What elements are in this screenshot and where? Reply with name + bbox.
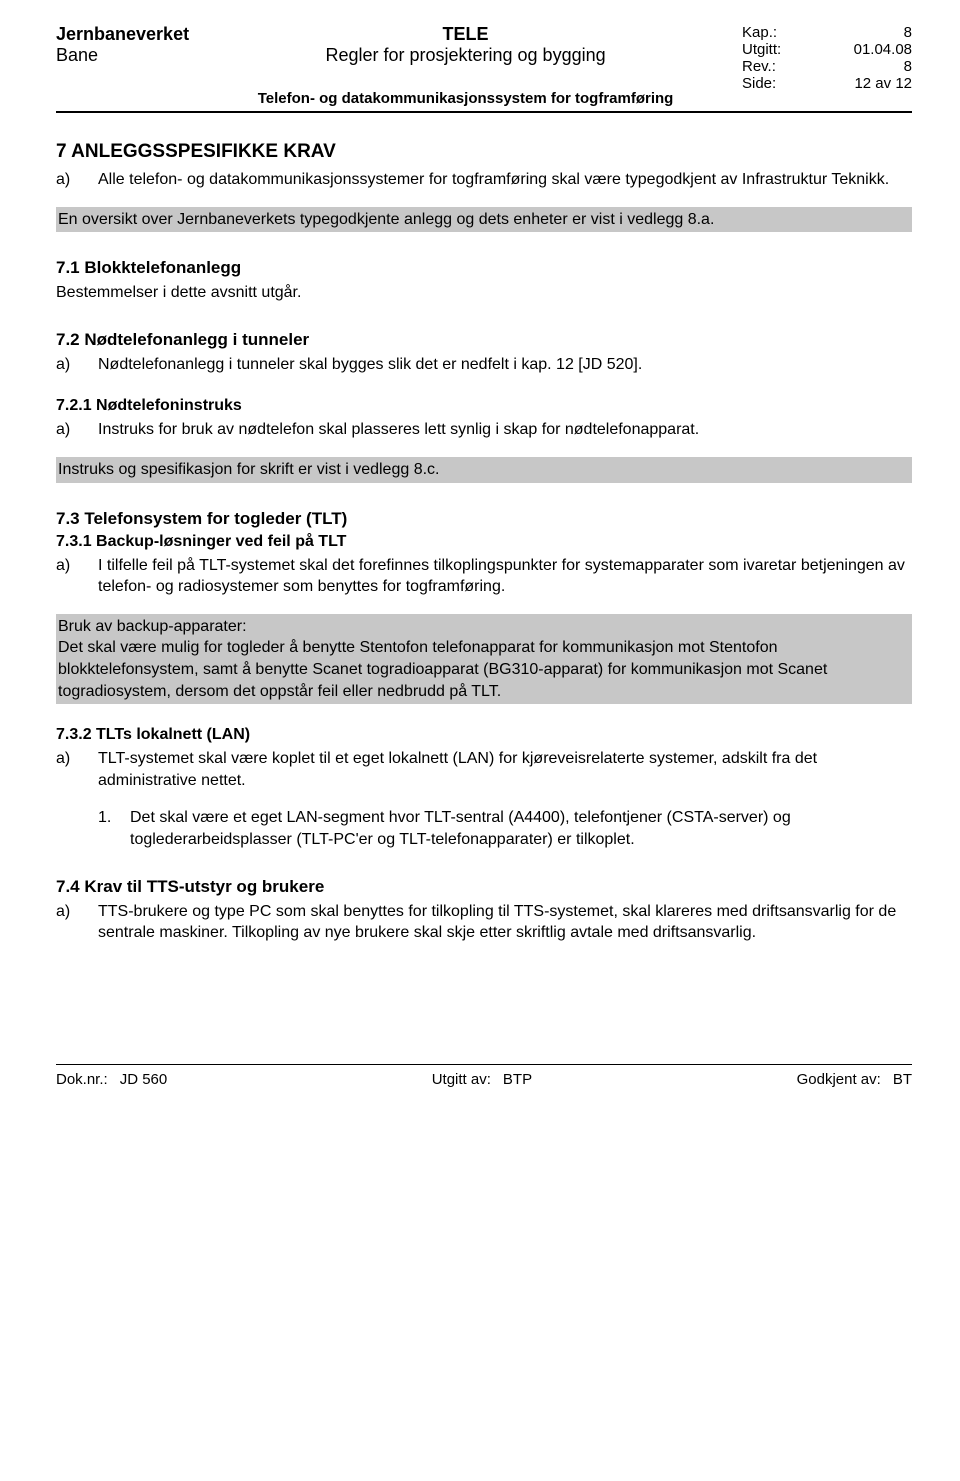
section-7-3-1-item-a: a) I tilfelle feil på TLT-systemet skal …	[56, 555, 912, 598]
list-marker: a)	[56, 169, 80, 191]
footer-utgitt-label: Utgitt av:	[432, 1071, 491, 1088]
list-text: TLT-systemet skal være koplet til et ege…	[98, 748, 912, 791]
list-text: Nødtelefonanlegg i tunneler skal bygges …	[98, 354, 642, 376]
list-text: I tilfelle feil på TLT-systemet skal det…	[98, 555, 912, 598]
footer-dok-label: Dok.nr.:	[56, 1071, 108, 1088]
footer-godkjent-value: BT	[893, 1071, 912, 1088]
header-tele: TELE	[189, 24, 742, 45]
list-marker: a)	[56, 419, 80, 441]
footer-godkjent: Godkjent av: BT	[797, 1071, 912, 1088]
section-7-3-2-item-a: a) TLT-systemet skal være koplet til et …	[56, 748, 912, 791]
footer-utgitt: Utgitt av: BTP	[432, 1071, 532, 1088]
list-text: Alle telefon- og datakommunikasjonssyste…	[98, 169, 889, 191]
section-7-2-heading: 7.2 Nødtelefonanlegg i tunneler	[56, 330, 912, 350]
side-label: Side:	[742, 75, 776, 92]
header-left: Jernbaneverket Bane	[56, 24, 189, 66]
section-7-2-1-note: Instruks og spesifikasjon for skrift er …	[56, 457, 912, 483]
section-7-2-item-a: a) Nødtelefonanlegg i tunneler skal bygg…	[56, 354, 912, 376]
kap-label: Kap.:	[742, 24, 777, 41]
subitem-text: Det skal være et eget LAN-segment hvor T…	[130, 807, 912, 850]
section-7-2-1-heading: 7.2.1 Nødtelefoninstruks	[56, 397, 912, 415]
footer-dok-value: JD 560	[120, 1071, 168, 1088]
section-7-3-1-note: Bruk av backup-apparater: Det skal være …	[56, 614, 912, 704]
list-marker: a)	[56, 748, 80, 791]
utgitt-value: 01.04.08	[854, 41, 912, 58]
org-name: Jernbaneverket	[56, 24, 189, 45]
document-footer: Dok.nr.: JD 560 Utgitt av: BTP Godkjent …	[56, 1064, 912, 1088]
subitem-marker: 1.	[98, 807, 118, 850]
list-marker: a)	[56, 555, 80, 598]
section-7-note: En oversikt over Jernbaneverkets typegod…	[56, 207, 912, 233]
header-divider	[56, 111, 912, 113]
rev-value: 8	[904, 58, 912, 75]
org-sub: Bane	[56, 45, 189, 66]
section-7-1-text: Bestemmelser i dette avsnitt utgår.	[56, 282, 912, 304]
header-center: TELE Regler for prosjektering og bygging…	[189, 24, 742, 107]
section-7-1-heading: 7.1 Blokktelefonanlegg	[56, 258, 912, 278]
section-7-2-1-item-a: a) Instruks for bruk av nødtelefon skal …	[56, 419, 912, 441]
list-text: TTS-brukere og type PC som skal benyttes…	[98, 901, 912, 944]
page: Jernbaneverket Bane TELE Regler for pros…	[0, 0, 960, 1108]
rev-label: Rev.:	[742, 58, 776, 75]
list-marker: a)	[56, 354, 80, 376]
section-7-3-heading: 7.3 Telefonsystem for togleder (TLT)	[56, 509, 912, 529]
header-meta: Kap.: 8 Utgitt: 01.04.08 Rev.: 8 Side: 12 av…	[742, 24, 912, 92]
header-systemline: Telefon- og datakommunikasjonssystem for…	[189, 90, 742, 107]
list-marker: a)	[56, 901, 80, 944]
list-text: Instruks for bruk av nødtelefon skal pla…	[98, 419, 699, 441]
section-7-3-1-heading: 7.3.1 Backup-løsninger ved feil på TLT	[56, 533, 912, 551]
section-7-3-2-subitem-1: 1. Det skal være et eget LAN-segment hvo…	[98, 807, 912, 850]
footer-godkjent-label: Godkjent av:	[797, 1071, 881, 1088]
section-7-4-heading: 7.4 Krav til TTS-utstyr og brukere	[56, 877, 912, 897]
section-7-heading: 7 ANLEGGSSPESIFIKKE KRAV	[56, 141, 912, 163]
kap-value: 8	[904, 24, 912, 41]
note-body: Det skal være mulig for togleder å benyt…	[58, 639, 827, 699]
section-7-3-2-heading: 7.3.2 TLTs lokalnett (LAN)	[56, 726, 912, 744]
footer-utgitt-value: BTP	[503, 1071, 532, 1088]
section-7-item-a: a) Alle telefon- og datakommunikasjonssy…	[56, 169, 912, 191]
side-value: 12 av 12	[854, 75, 912, 92]
section-7-4-item-a: a) TTS-brukere og type PC som skal benyt…	[56, 901, 912, 944]
utgitt-label: Utgitt:	[742, 41, 781, 58]
document-header: Jernbaneverket Bane TELE Regler for pros…	[56, 24, 912, 107]
header-subtitle: Regler for prosjektering og bygging	[189, 45, 742, 66]
note-title: Bruk av backup-apparater:	[58, 618, 247, 635]
footer-dok: Dok.nr.: JD 560	[56, 1071, 167, 1088]
